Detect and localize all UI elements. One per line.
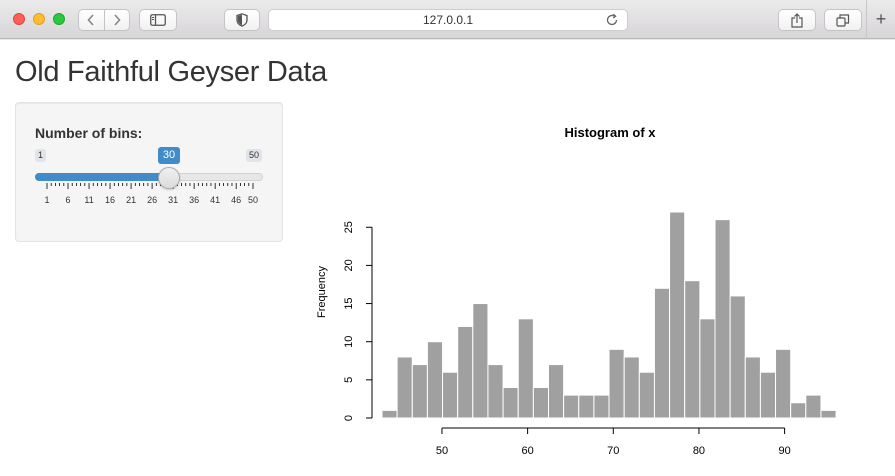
chart-title: Histogram of x [564,125,656,140]
histogram-bar [759,371,777,419]
url-text: 127.0.0.1 [422,13,474,27]
histogram-bar [442,371,459,419]
y-tick-label: 10 [343,336,355,348]
y-tick-label: 20 [343,259,355,271]
forward-button[interactable] [104,10,129,30]
nav-divider [103,10,105,30]
histogram-bar [411,364,428,419]
histogram-bar [820,409,837,419]
histogram-bar [775,348,792,419]
histogram-bar [578,394,595,419]
bins-slider[interactable]: 1 50 30 1 6 11 16 21 26 31 36 41 46 50 [35,147,265,207]
slider-tick-label: 50 [248,195,258,205]
shield-icon [236,13,248,27]
histogram-svg: Histogram of x Frequency 50 60 70 80 90 0 5 10 15 2… [316,125,837,457]
tabs-icon [836,13,850,27]
x-tick-label: 70 [607,445,619,457]
slider-tick-label: 16 [105,195,115,205]
bins-label: Number of bins: [35,125,143,141]
sidebar-panel: Number of bins: 1 50 30 1 6 11 16 21 26 31 36 41… [15,102,283,242]
histogram-bar [744,356,761,419]
histogram-bar [790,402,807,419]
address-bar[interactable]: 127.0.0.1 [268,9,628,31]
x-tick-label: 60 [521,445,533,457]
privacy-report-button[interactable] [224,9,260,31]
x-tick-label: 90 [778,445,790,457]
histogram-bar [729,295,746,419]
y-tick-label: 15 [343,297,355,309]
histogram-bar [805,394,822,419]
histogram-bar [608,348,625,419]
y-tick-label: 5 [343,377,355,383]
y-tick-label: 25 [343,221,355,233]
back-button[interactable] [79,10,104,30]
slider-tick-label: 11 [84,195,93,205]
chevron-left-icon [87,14,94,26]
slider-tick-grid: 1 6 11 16 21 26 31 36 41 46 50 [44,183,258,205]
slider-tick-label: 36 [189,195,199,205]
slider-tick-label: 41 [210,195,220,205]
slider-track-fill [35,173,169,181]
slider-tick-label: 26 [147,195,157,205]
new-tab-button[interactable]: + [866,0,895,39]
slider-tick-label: 31 [168,195,178,205]
histogram-bar [714,219,731,419]
slider-tick-label: 21 [126,195,136,205]
histogram-bar [502,386,519,419]
y-tick-label: 0 [343,415,355,421]
histogram-bar [532,386,549,419]
histogram-bar [381,409,398,419]
histogram-bar [653,287,671,419]
nav-button-group [78,9,130,31]
share-button[interactable] [778,9,816,31]
browser-toolbar: 127.0.0.1 + [0,0,895,39]
histogram-bar [623,356,640,419]
histogram-bar [426,341,444,419]
histogram-bar [669,211,686,419]
slider-min-label: 1 [35,149,47,162]
page-content: Old Faithful Geyser Data Number of bins:… [0,40,895,476]
histogram-bar [547,364,565,419]
slider-handle[interactable] [157,167,180,189]
slider-max-label: 50 [246,149,263,162]
slider-tick-label: 1 [44,195,49,205]
minimize-window-button[interactable] [33,13,45,25]
sidebar-toggle-button[interactable] [139,9,177,31]
histogram-bar [684,280,701,419]
page-title: Old Faithful Geyser Data [15,56,327,88]
histogram-bar [699,318,716,419]
histogram-bar [563,394,580,419]
zoom-window-button[interactable] [53,13,65,25]
histogram-bar [472,303,489,419]
tab-overview-button[interactable] [824,9,862,31]
histogram-bar [396,356,413,419]
histogram-bar [457,325,474,419]
sidebar-icon [150,14,166,26]
histogram-bar [593,394,610,419]
slider-tick-label: 6 [66,195,71,205]
chevron-right-icon [114,14,121,26]
histogram-plot: Histogram of x Frequency 50 60 70 80 90 0 5 10 15 2… [300,102,875,476]
share-icon [791,12,803,28]
slider-value-badge: 30 [157,147,181,164]
histogram-bar [487,364,504,419]
x-tick-label: 50 [436,445,448,457]
slider-tick-label: 46 [231,195,241,205]
close-window-button[interactable] [13,13,25,25]
y-axis-label: Frequency [316,266,328,318]
x-tick-label: 80 [693,445,705,457]
plus-icon: + [875,9,887,29]
histogram-bar [638,371,655,419]
histogram-bar [517,318,534,419]
reload-icon[interactable] [605,13,619,27]
